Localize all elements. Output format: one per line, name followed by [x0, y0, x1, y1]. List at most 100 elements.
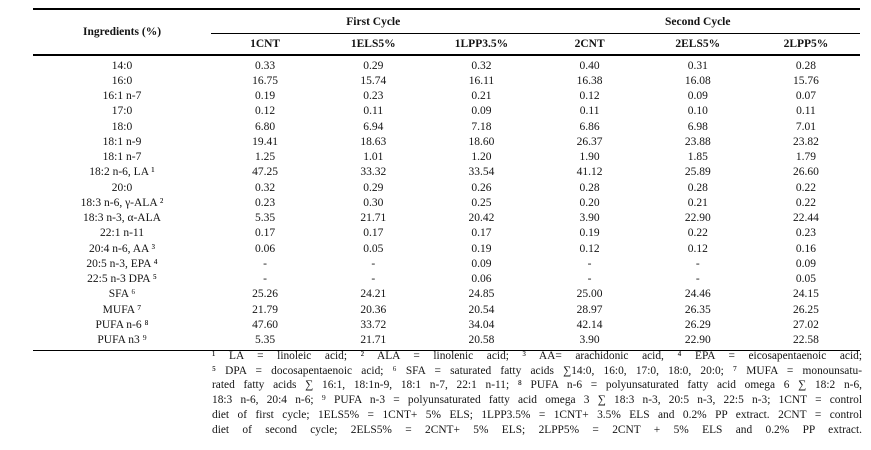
row-label: 20:4 n-6, AA ³ [88, 242, 156, 255]
cell-value: 1.90 [579, 151, 600, 164]
cycle-header-row: First Cycle Second Cycle [211, 10, 860, 34]
row-label: PUFA n-6 ⁸ [95, 318, 149, 331]
cell-value: 34.04 [468, 318, 495, 331]
cell-value: 0.29 [363, 181, 384, 194]
cell-value: 6.86 [579, 120, 600, 133]
cell-value: 0.31 [687, 59, 708, 72]
cell-value: 0.12 [687, 242, 708, 255]
cell-value: 41.12 [576, 166, 603, 179]
cell-value: - [587, 273, 592, 286]
table-header-right: First Cycle Second Cycle 1CNT 1ELS5% 1LP… [211, 10, 860, 54]
row-label: MUFA ⁷ [102, 303, 142, 316]
table-row: PUFA n-6 ⁸ 47.60 33.72 34.04 42.14 26.29… [33, 317, 860, 332]
footnote-line: 18:3 n-6, 20:4 n-6; ⁹ PUFA n-3 = polyuns… [212, 394, 862, 407]
cell-value: 47.25 [252, 166, 279, 179]
column-header-2cnt: 2CNT [574, 38, 605, 50]
cell-value: 0.05 [363, 242, 384, 255]
cell-value: 0.17 [255, 227, 276, 240]
table-row: MUFA ⁷ 21.79 20.36 20.54 28.97 26.35 26.… [33, 302, 860, 317]
cell-value: 22.90 [684, 334, 711, 347]
cell-value: 18.60 [468, 135, 495, 148]
table-row: 17:0 0.12 0.11 0.09 0.11 0.10 0.11 [33, 104, 860, 119]
cell-value: 26.35 [684, 303, 711, 316]
cycle-header-first: First Cycle [346, 15, 401, 28]
cell-value: 0.22 [687, 227, 708, 240]
cell-value: 0.06 [471, 273, 492, 286]
row-label: 20:0 [111, 181, 133, 194]
cell-value: 0.16 [795, 242, 816, 255]
table-body: 14:0 0.33 0.29 0.32 0.40 0.31 0.28 16:0 … [33, 56, 860, 350]
row-label: 18:1 n-7 [102, 151, 142, 164]
column-header-row: 1CNT 1ELS5% 1LPP3.5% 2CNT 2ELS5% 2LPP5% [211, 34, 860, 54]
cell-value: 0.05 [795, 273, 816, 286]
cell-value: 26.29 [684, 318, 711, 331]
table-row: 18:3 n-6, γ-ALA ² 0.23 0.30 0.25 0.20 0.… [33, 195, 860, 210]
cell-value: 24.46 [684, 288, 711, 301]
cell-value: 22.90 [684, 212, 711, 225]
cell-value: 24.85 [468, 288, 495, 301]
table-row: 20:0 0.32 0.29 0.26 0.28 0.28 0.22 [33, 180, 860, 195]
ingredients-header: Ingredients (%) [82, 26, 162, 38]
cell-value: 0.32 [255, 181, 276, 194]
cell-value: 0.23 [795, 227, 816, 240]
cell-value: 20.36 [360, 303, 387, 316]
column-header-2lpp5: 2LPP5% [783, 38, 829, 50]
column-header-2els5: 2ELS5% [675, 38, 721, 50]
cell-value: 16.38 [576, 74, 603, 87]
cell-value: 0.09 [687, 90, 708, 103]
cell-value: 22.58 [793, 334, 819, 347]
row-label: 17:0 [111, 105, 133, 118]
cell-value: 3.90 [579, 334, 600, 347]
cell-value: 21.79 [252, 303, 279, 316]
cell-value: 0.30 [363, 196, 384, 209]
cell-value: 16.08 [684, 74, 711, 87]
cell-value: 16.11 [468, 74, 495, 87]
cell-value: 0.28 [795, 59, 816, 72]
footnote-line: diet of second cycle; 2ELS5% = 2CNT+ 5% … [212, 423, 862, 436]
row-label: 22:5 n-3 DPA ⁵ [87, 273, 157, 286]
cell-value: 1.20 [471, 151, 492, 164]
cell-value: 0.09 [471, 257, 492, 270]
cell-value: - [695, 273, 700, 286]
cell-value: 20.54 [468, 303, 495, 316]
table-row: 18:0 6.80 6.94 7.18 6.86 6.98 7.01 [33, 119, 860, 134]
cell-value: 6.94 [363, 120, 384, 133]
cell-value: 21.71 [360, 334, 387, 347]
cell-value: 26.25 [793, 303, 819, 316]
cell-value: 0.23 [363, 90, 384, 103]
row-label: 14:0 [111, 59, 133, 72]
cell-value: 5.35 [255, 334, 276, 347]
cell-value: 7.01 [795, 120, 816, 133]
cell-value: 0.22 [795, 181, 816, 194]
cell-value: 26.37 [576, 135, 603, 148]
row-label: 18:3 n-3, α-ALA [83, 212, 161, 225]
cell-value: 0.12 [579, 90, 600, 103]
cell-value: 0.32 [471, 59, 492, 72]
footnote-line: ⁵ DPA = docosapentaenoic acid; ⁶ SFA = s… [212, 364, 862, 377]
table-row: 16:0 16.75 15.74 16.11 16.38 16.08 15.76 [33, 73, 860, 88]
cell-value: 0.09 [471, 105, 492, 118]
cell-value: 1.79 [795, 151, 816, 164]
table-row: 20:4 n-6, AA ³ 0.06 0.05 0.19 0.12 0.12 … [33, 241, 860, 256]
cell-value: 0.06 [255, 242, 276, 255]
row-label: 18:0 [111, 120, 133, 133]
cell-value: 16.75 [252, 74, 279, 87]
cell-value: 0.40 [579, 59, 600, 72]
table-row: 18:1 n-9 19.41 18.63 18.60 26.37 23.88 2… [33, 134, 860, 149]
cell-value: 24.21 [360, 288, 387, 301]
cell-value: 19.41 [252, 135, 279, 148]
cell-value: - [695, 257, 700, 270]
table-row: 20:5 n-3, EPA ⁴ - - 0.09 - - 0.09 [33, 256, 860, 271]
cell-value: 0.28 [687, 181, 708, 194]
table-row: PUFA n3 ⁹ 5.35 21.71 20.58 3.90 22.90 22… [33, 333, 860, 348]
cell-value: - [371, 257, 376, 270]
cell-value: 18.63 [360, 135, 387, 148]
cell-value: 33.72 [360, 318, 387, 331]
cell-value: 0.33 [255, 59, 276, 72]
cell-value: - [587, 257, 592, 270]
cell-value: 0.22 [795, 196, 816, 209]
row-label: 18:1 n-9 [102, 135, 142, 148]
cell-value: 20.42 [468, 212, 495, 225]
cell-value: 20.58 [468, 334, 495, 347]
